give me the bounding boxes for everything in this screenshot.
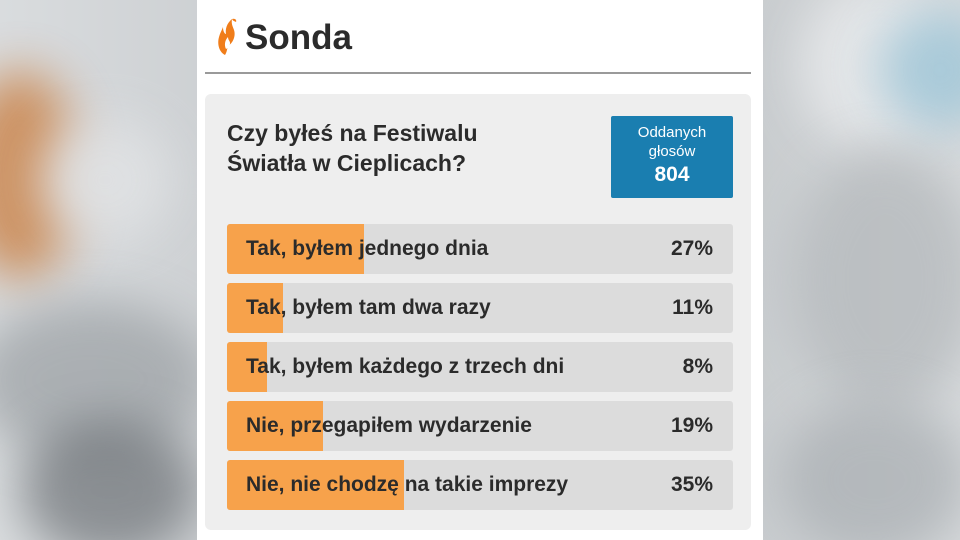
- widget-header: Sonda: [205, 0, 751, 74]
- votes-label: Oddanych głosów: [637, 124, 707, 160]
- poll-option[interactable]: Nie, nie chodzę na takie imprezy 35%: [227, 460, 733, 510]
- option-bar-fill: [227, 401, 324, 451]
- poll-box: Czy byłeś na Festiwalu Światła w Cieplic…: [205, 94, 751, 530]
- votes-badge: Oddanych głosów 804: [611, 116, 733, 198]
- widget-title: Sonda: [245, 18, 352, 57]
- option-bar-fill: [227, 342, 268, 392]
- option-percent: 35%: [670, 473, 713, 496]
- option-bar-fill: [227, 224, 364, 274]
- option-percent: 19%: [670, 414, 713, 437]
- option-label: Nie, nie chodzę na takie imprezy: [246, 473, 569, 496]
- option-percent: 8%: [682, 355, 713, 378]
- option-label: Nie, przegapiłem wydarzenie: [246, 414, 532, 437]
- poll-option[interactable]: Tak, byłem tam dwa razy 11%: [227, 283, 733, 333]
- poll-question: Czy byłeś na Festiwalu Światła w Cieplic…: [227, 120, 478, 176]
- option-label: Tak, byłem tam dwa razy: [246, 296, 491, 319]
- poll-option[interactable]: Tak, byłem każdego z trzech dni 8%: [227, 342, 733, 392]
- poll-option[interactable]: Tak, byłem jednego dnia 27%: [227, 224, 733, 274]
- option-label: Tak, byłem każdego z trzech dni: [246, 355, 565, 378]
- votes-count: 804: [654, 163, 690, 186]
- option-bar-fill: [227, 283, 283, 333]
- option-percent: 27%: [670, 237, 713, 260]
- option-label: Tak, byłem jednego dnia: [246, 237, 489, 260]
- flame-hand-icon: [218, 18, 237, 55]
- option-bar-fill: [227, 460, 405, 510]
- poll-options: Tak, byłem jednego dnia 27% Tak, byłem t…: [227, 224, 733, 519]
- poll-option[interactable]: Nie, przegapiłem wydarzenie 19%: [227, 401, 733, 451]
- option-percent: 11%: [672, 296, 713, 319]
- poll-widget: Sonda Czy byłeś na Festiwalu Światła w C…: [197, 0, 763, 540]
